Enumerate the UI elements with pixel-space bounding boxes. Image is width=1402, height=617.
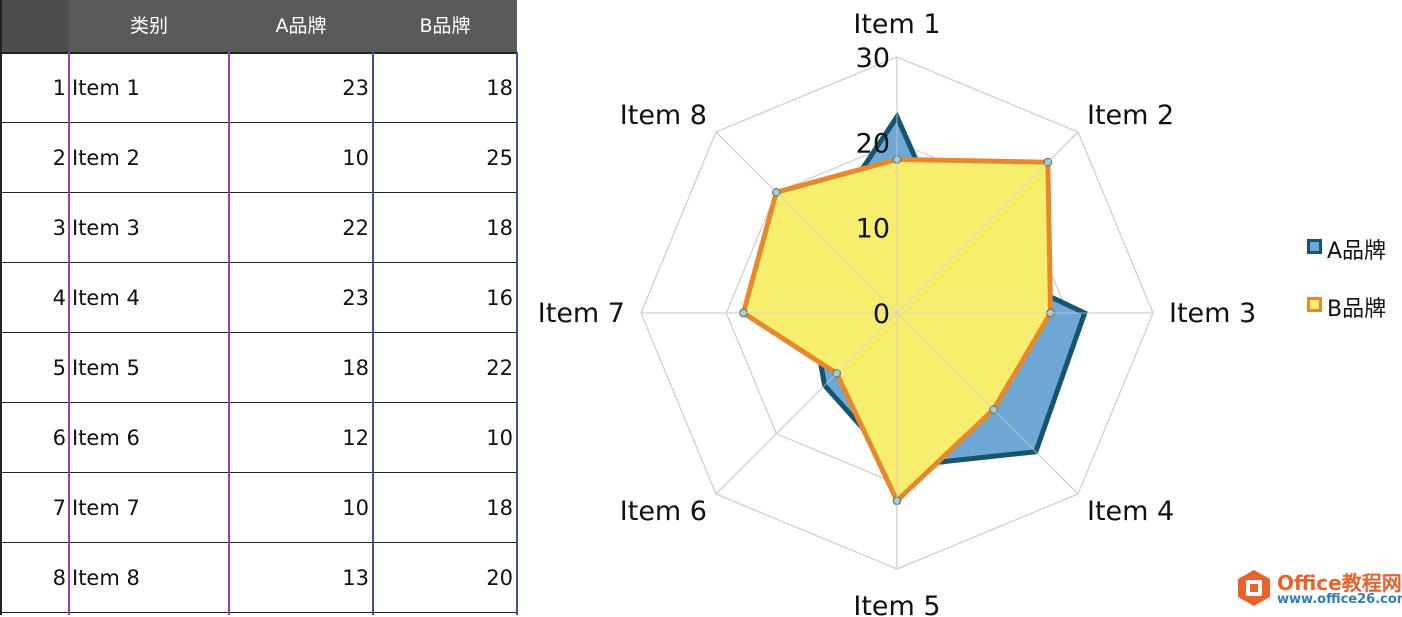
cell-brand-b[interactable]: 25 bbox=[486, 146, 513, 170]
row-index: 4 bbox=[52, 286, 66, 310]
row-index: 8 bbox=[52, 566, 66, 590]
table-row[interactable]: 2 Item 2 10 25 bbox=[0, 123, 517, 193]
column-divider bbox=[228, 52, 230, 615]
data-table: 类别 A品牌 B品牌 1 Item 1 23 18 2 Item 2 10 25… bbox=[0, 0, 518, 615]
header-corner[interactable] bbox=[0, 0, 69, 52]
cell-brand-a[interactable]: 10 bbox=[342, 146, 369, 170]
cell-brand-b[interactable]: 18 bbox=[486, 216, 513, 240]
watermark: Office教程网 www.office26.com bbox=[1237, 565, 1402, 615]
row-index: 2 bbox=[52, 146, 66, 170]
header-brand-a[interactable]: A品牌 bbox=[275, 15, 327, 37]
row-index: 7 bbox=[52, 496, 66, 520]
table-row[interactable]: 8 Item 8 13 20 bbox=[0, 543, 517, 613]
cell-brand-a[interactable]: 23 bbox=[342, 76, 369, 100]
row-index: 3 bbox=[52, 216, 66, 240]
cell-category[interactable]: Item 7 bbox=[72, 496, 140, 520]
row-index: 5 bbox=[52, 356, 66, 380]
cell-brand-b[interactable]: 22 bbox=[486, 356, 513, 380]
cell-category[interactable]: Item 1 bbox=[72, 76, 140, 100]
category-label: Item 8 bbox=[620, 100, 707, 131]
tick-label: 20 bbox=[856, 128, 890, 159]
cell-brand-b[interactable]: 20 bbox=[486, 566, 513, 590]
cell-brand-b[interactable]: 18 bbox=[486, 496, 513, 520]
legend-item-brand-b[interactable]: B品牌 bbox=[1303, 288, 1402, 328]
cell-category[interactable]: Item 2 bbox=[72, 146, 140, 170]
cell-brand-a[interactable]: 10 bbox=[342, 496, 369, 520]
legend-swatch bbox=[1307, 239, 1322, 254]
cell-brand-b[interactable]: 16 bbox=[486, 286, 513, 310]
table-row[interactable]: 3 Item 3 22 18 bbox=[0, 193, 517, 263]
tick-label: 0 bbox=[873, 299, 890, 330]
cell-brand-a[interactable]: 12 bbox=[342, 426, 369, 450]
category-label: Item 3 bbox=[1169, 298, 1256, 329]
watermark-title: Office教程网 bbox=[1277, 571, 1402, 595]
row-index: 1 bbox=[52, 76, 66, 100]
table-left-border bbox=[0, 0, 2, 615]
table-header-border bbox=[0, 52, 517, 54]
table-header: 类别 A品牌 B品牌 bbox=[0, 0, 517, 52]
grid-spoke-overlay bbox=[715, 312, 898, 495]
legend-label: A品牌 bbox=[1327, 239, 1387, 264]
cell-brand-b[interactable]: 18 bbox=[486, 76, 513, 100]
grid-spoke-overlay bbox=[896, 131, 1079, 314]
table-row[interactable]: 1 Item 1 23 18 bbox=[0, 53, 517, 123]
tick-label: 10 bbox=[856, 214, 890, 245]
category-label: Item 1 bbox=[853, 9, 940, 40]
grid-spoke-overlay bbox=[896, 312, 1079, 495]
header-brand-b[interactable]: B品牌 bbox=[419, 15, 471, 37]
cell-category[interactable]: Item 3 bbox=[72, 216, 140, 240]
column-divider bbox=[516, 52, 518, 615]
cell-category[interactable]: Item 6 bbox=[72, 426, 140, 450]
table-row[interactable]: 4 Item 4 23 16 bbox=[0, 263, 517, 333]
cell-category[interactable]: Item 5 bbox=[72, 356, 140, 380]
category-label: Item 2 bbox=[1087, 100, 1174, 131]
legend-item-brand-a[interactable]: A品牌 bbox=[1303, 230, 1402, 270]
grid-spoke-overlay bbox=[715, 131, 898, 314]
category-label: Item 7 bbox=[538, 298, 625, 329]
tick-label: 30 bbox=[856, 43, 890, 74]
cell-brand-a[interactable]: 23 bbox=[342, 286, 369, 310]
table-row[interactable]: 5 Item 5 18 22 bbox=[0, 333, 517, 403]
chart-legend: A品牌 B品牌 bbox=[1303, 230, 1402, 346]
table-row[interactable]: 6 Item 6 12 10 bbox=[0, 403, 517, 473]
column-divider bbox=[68, 52, 70, 615]
cell-brand-a[interactable]: 22 bbox=[342, 216, 369, 240]
table-row[interactable]: 7 Item 7 10 18 bbox=[0, 473, 517, 543]
legend-swatch bbox=[1307, 297, 1322, 312]
cell-brand-a[interactable]: 18 bbox=[342, 356, 369, 380]
category-label: Item 6 bbox=[620, 496, 707, 527]
cell-category[interactable]: Item 8 bbox=[72, 566, 140, 590]
row-index: 6 bbox=[52, 426, 66, 450]
cell-brand-a[interactable]: 13 bbox=[342, 566, 369, 590]
category-label: Item 5 bbox=[853, 591, 940, 617]
radar-chart: 0 10 20 30 Item 1 Item 2 Item 3 Item 4 Item 5 It… bbox=[538, 9, 1256, 617]
legend-label: B品牌 bbox=[1327, 297, 1387, 322]
column-divider bbox=[372, 52, 374, 615]
cell-category[interactable]: Item 4 bbox=[72, 286, 140, 310]
header-category[interactable]: 类别 bbox=[129, 15, 168, 37]
category-label: Item 4 bbox=[1087, 496, 1174, 527]
cell-brand-b[interactable]: 10 bbox=[486, 426, 513, 450]
watermark-url: www.office26.com bbox=[1277, 592, 1402, 607]
office-logo-icon bbox=[1238, 570, 1270, 606]
